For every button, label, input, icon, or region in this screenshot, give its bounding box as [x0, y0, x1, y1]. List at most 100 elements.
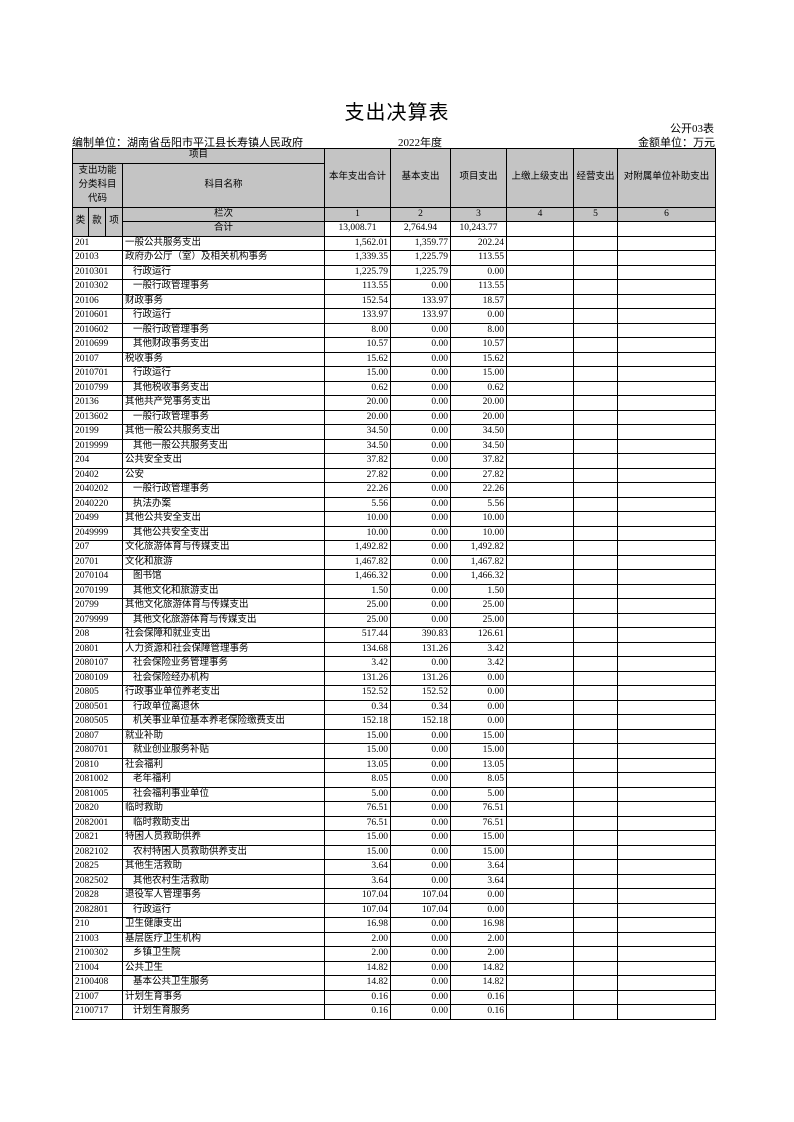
row-business — [573, 989, 619, 1005]
row-name: 社会保险经办机构 — [121, 670, 326, 686]
row-code: 2010601 — [72, 308, 123, 324]
row-total: 1,492.82 — [324, 540, 392, 556]
row-subsidiary — [617, 743, 717, 759]
row-business — [573, 960, 619, 976]
page-title: 支出决算表 — [344, 102, 450, 124]
row-name: 其他文化和旅游支出 — [121, 583, 326, 599]
row-code: 2070199 — [72, 583, 123, 599]
row-business — [573, 772, 619, 788]
row-subsidiary — [617, 279, 717, 295]
row-business — [573, 641, 619, 657]
table-row: 210 卫生健康支出 16.98 0.00 16.98 — [72, 917, 717, 933]
row-total: 0.34 — [324, 699, 392, 715]
table-row: 201 一般公共服务支出 1,562.01 1,359.77 202.24 — [72, 235, 717, 251]
row-project: 0.00 — [450, 685, 508, 701]
row-project: 10.00 — [450, 511, 508, 527]
row-business — [573, 366, 619, 382]
row-code: 20107 — [72, 351, 123, 367]
row-basic: 1,225.79 — [390, 264, 452, 280]
row-business — [573, 424, 619, 440]
row-total: 14.82 — [324, 960, 392, 976]
row-total: 1,466.32 — [324, 569, 392, 585]
row-subsidiary — [617, 917, 717, 933]
row-basic: 0.00 — [390, 844, 452, 860]
row-name: 行政运行 — [121, 308, 326, 324]
row-project: 15.00 — [450, 844, 508, 860]
row-upper — [506, 627, 575, 643]
col-num: 6 — [617, 206, 717, 222]
table-row: 20821 特困人员救助供养 15.00 0.00 15.00 — [72, 830, 717, 846]
row-basic: 390.83 — [390, 627, 452, 643]
row-basic: 152.52 — [390, 685, 452, 701]
row-name: 税收事务 — [121, 351, 326, 367]
row-business — [573, 525, 619, 541]
row-total: 3.42 — [324, 656, 392, 672]
row-upper — [506, 409, 575, 425]
row-basic: 0.00 — [390, 337, 452, 353]
table-row: 2080107 社会保险业务管理事务 3.42 0.00 3.42 — [72, 656, 717, 672]
row-code: 20701 — [72, 554, 123, 570]
row-code: 20810 — [72, 757, 123, 773]
row-project: 20.00 — [450, 409, 508, 425]
row-subsidiary — [617, 801, 717, 817]
row-total: 14.82 — [324, 975, 392, 991]
row-total: 16.98 — [324, 917, 392, 933]
row-subsidiary — [617, 902, 717, 918]
table-row: 20402 公安 27.82 0.00 27.82 — [72, 467, 717, 483]
row-total: 1,562.01 — [324, 235, 392, 251]
row-basic: 0.00 — [390, 380, 452, 396]
header-kuan: 款 — [88, 206, 106, 237]
row-total: 1,339.35 — [324, 250, 392, 266]
row-business — [573, 830, 619, 846]
row-upper — [506, 772, 575, 788]
row-code: 2010602 — [72, 322, 123, 338]
table-row: 2082801 行政运行 107.04 107.04 0.00 — [72, 902, 717, 918]
row-code: 2079999 — [72, 612, 123, 628]
row-upper — [506, 975, 575, 991]
row-name: 社会福利事业单位 — [121, 786, 326, 802]
row-subsidiary — [617, 351, 717, 367]
row-upper — [506, 293, 575, 309]
row-business — [573, 395, 619, 411]
row-business — [573, 511, 619, 527]
row-code: 2080107 — [72, 656, 123, 672]
row-basic: 0.00 — [390, 511, 452, 527]
row-business — [573, 438, 619, 454]
row-project: 3.42 — [450, 641, 508, 657]
col-num: 3 — [450, 206, 508, 222]
table-row: 20136 其他共产党事务支出 20.00 0.00 20.00 — [72, 395, 717, 411]
row-name: 文化和旅游 — [121, 554, 326, 570]
row-name: 其他文化旅游体育与传媒支出 — [121, 612, 326, 628]
table-row: 2100302 乡镇卫生院 2.00 0.00 2.00 — [72, 946, 717, 962]
row-subsidiary — [617, 946, 717, 962]
row-total: 10.00 — [324, 511, 392, 527]
row-name: 计划生育服务 — [121, 1004, 326, 1020]
row-basic: 0.00 — [390, 946, 452, 962]
row-business — [573, 917, 619, 933]
row-project: 126.61 — [450, 627, 508, 643]
row-business — [573, 627, 619, 643]
row-business — [573, 598, 619, 614]
row-code: 21003 — [72, 931, 123, 947]
table-row: 20799 其他文化旅游体育与传媒支出 25.00 0.00 25.00 — [72, 598, 717, 614]
row-business — [573, 902, 619, 918]
row-name: 其他文化旅游体育与传媒支出 — [121, 598, 326, 614]
row-subsidiary — [617, 844, 717, 860]
row-basic: 0.00 — [390, 815, 452, 831]
row-project: 10.57 — [450, 337, 508, 353]
row-name: 财政事务 — [121, 293, 326, 309]
row-total: 27.82 — [324, 467, 392, 483]
row-upper — [506, 946, 575, 962]
row-project: 15.00 — [450, 830, 508, 846]
row-code: 2010301 — [72, 264, 123, 280]
row-upper — [506, 714, 575, 730]
header-project: 项目支出 — [450, 148, 508, 208]
row-subsidiary — [617, 337, 717, 353]
row-project: 0.00 — [450, 670, 508, 686]
row-subsidiary — [617, 569, 717, 585]
row-business — [573, 308, 619, 324]
row-code: 2100408 — [72, 975, 123, 991]
row-project: 25.00 — [450, 612, 508, 628]
row-code: 20499 — [72, 511, 123, 527]
row-subsidiary — [617, 525, 717, 541]
